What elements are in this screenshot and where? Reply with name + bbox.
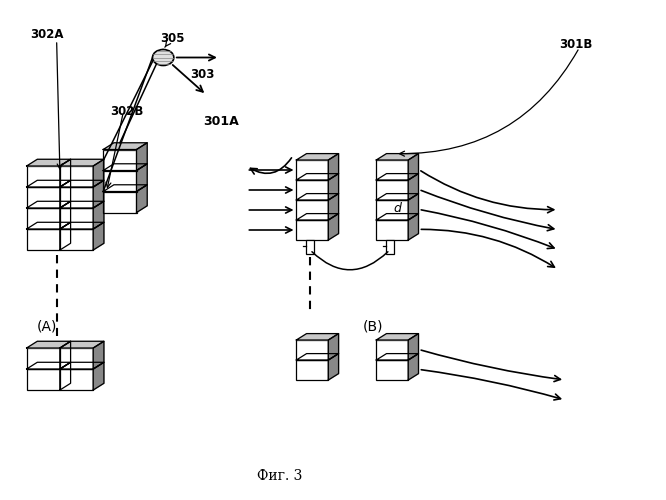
Polygon shape xyxy=(137,164,147,192)
Bar xyxy=(296,200,328,220)
Bar xyxy=(103,170,137,192)
Polygon shape xyxy=(328,214,338,240)
Polygon shape xyxy=(93,222,104,250)
Polygon shape xyxy=(328,334,338,360)
Polygon shape xyxy=(328,354,338,380)
Polygon shape xyxy=(60,342,71,369)
Bar xyxy=(60,166,93,187)
Polygon shape xyxy=(408,154,418,180)
Polygon shape xyxy=(376,154,418,160)
Bar xyxy=(376,360,408,380)
Polygon shape xyxy=(93,342,104,369)
Polygon shape xyxy=(328,194,338,220)
Text: 303: 303 xyxy=(190,68,214,80)
Bar xyxy=(27,229,60,250)
Polygon shape xyxy=(60,362,71,390)
Bar xyxy=(27,208,60,229)
Polygon shape xyxy=(60,180,104,187)
Bar xyxy=(376,160,408,180)
Polygon shape xyxy=(27,342,71,348)
Polygon shape xyxy=(296,334,338,340)
Polygon shape xyxy=(408,354,418,380)
Text: Фиг. 3: Фиг. 3 xyxy=(257,469,302,483)
Polygon shape xyxy=(60,362,104,369)
Polygon shape xyxy=(93,202,104,229)
Polygon shape xyxy=(328,154,338,180)
Text: (В): (В) xyxy=(363,319,384,333)
Bar xyxy=(296,360,328,380)
Polygon shape xyxy=(27,180,71,187)
Polygon shape xyxy=(408,174,418,200)
Polygon shape xyxy=(103,185,147,192)
Bar xyxy=(27,369,60,390)
Bar xyxy=(306,240,314,254)
Polygon shape xyxy=(296,174,338,180)
Polygon shape xyxy=(27,362,71,369)
Text: 301B: 301B xyxy=(559,38,593,51)
Polygon shape xyxy=(376,174,418,180)
Polygon shape xyxy=(408,214,418,240)
Bar xyxy=(60,187,93,208)
Polygon shape xyxy=(137,185,147,212)
Bar xyxy=(60,229,93,250)
Text: 302B: 302B xyxy=(110,105,143,118)
Polygon shape xyxy=(408,334,418,360)
Bar xyxy=(296,340,328,360)
Bar xyxy=(60,348,93,369)
Text: 301A: 301A xyxy=(203,115,239,128)
Text: 302A: 302A xyxy=(30,28,63,40)
Polygon shape xyxy=(296,154,338,160)
Polygon shape xyxy=(27,202,71,208)
Bar xyxy=(296,180,328,200)
Polygon shape xyxy=(60,202,71,229)
Polygon shape xyxy=(328,174,338,200)
Polygon shape xyxy=(376,214,418,220)
Polygon shape xyxy=(103,143,147,150)
Polygon shape xyxy=(27,222,71,229)
Bar xyxy=(103,192,137,212)
Circle shape xyxy=(153,50,174,66)
Bar xyxy=(27,348,60,369)
Polygon shape xyxy=(60,342,104,348)
Polygon shape xyxy=(93,180,104,208)
Bar xyxy=(376,200,408,220)
Polygon shape xyxy=(296,194,338,200)
Bar xyxy=(376,340,408,360)
Polygon shape xyxy=(60,202,104,208)
Bar xyxy=(376,180,408,200)
Bar xyxy=(376,220,408,240)
Text: (А): (А) xyxy=(37,319,57,333)
Polygon shape xyxy=(408,194,418,220)
Bar xyxy=(60,208,93,229)
Polygon shape xyxy=(93,160,104,187)
Bar xyxy=(296,160,328,180)
Polygon shape xyxy=(60,222,71,250)
Bar xyxy=(103,150,137,171)
Polygon shape xyxy=(103,164,147,170)
Polygon shape xyxy=(296,214,338,220)
Polygon shape xyxy=(60,180,71,208)
Bar xyxy=(60,369,93,390)
Bar xyxy=(27,166,60,187)
Bar xyxy=(296,220,328,240)
Polygon shape xyxy=(376,194,418,200)
Polygon shape xyxy=(60,160,104,166)
Text: 305: 305 xyxy=(160,32,184,46)
Polygon shape xyxy=(137,143,147,171)
Bar xyxy=(386,240,394,254)
Text: d: d xyxy=(393,202,401,215)
Polygon shape xyxy=(376,334,418,340)
Polygon shape xyxy=(296,354,338,360)
Bar xyxy=(27,187,60,208)
Polygon shape xyxy=(27,160,71,166)
Polygon shape xyxy=(60,222,104,229)
Polygon shape xyxy=(60,160,71,187)
Polygon shape xyxy=(93,362,104,390)
Polygon shape xyxy=(376,354,418,360)
